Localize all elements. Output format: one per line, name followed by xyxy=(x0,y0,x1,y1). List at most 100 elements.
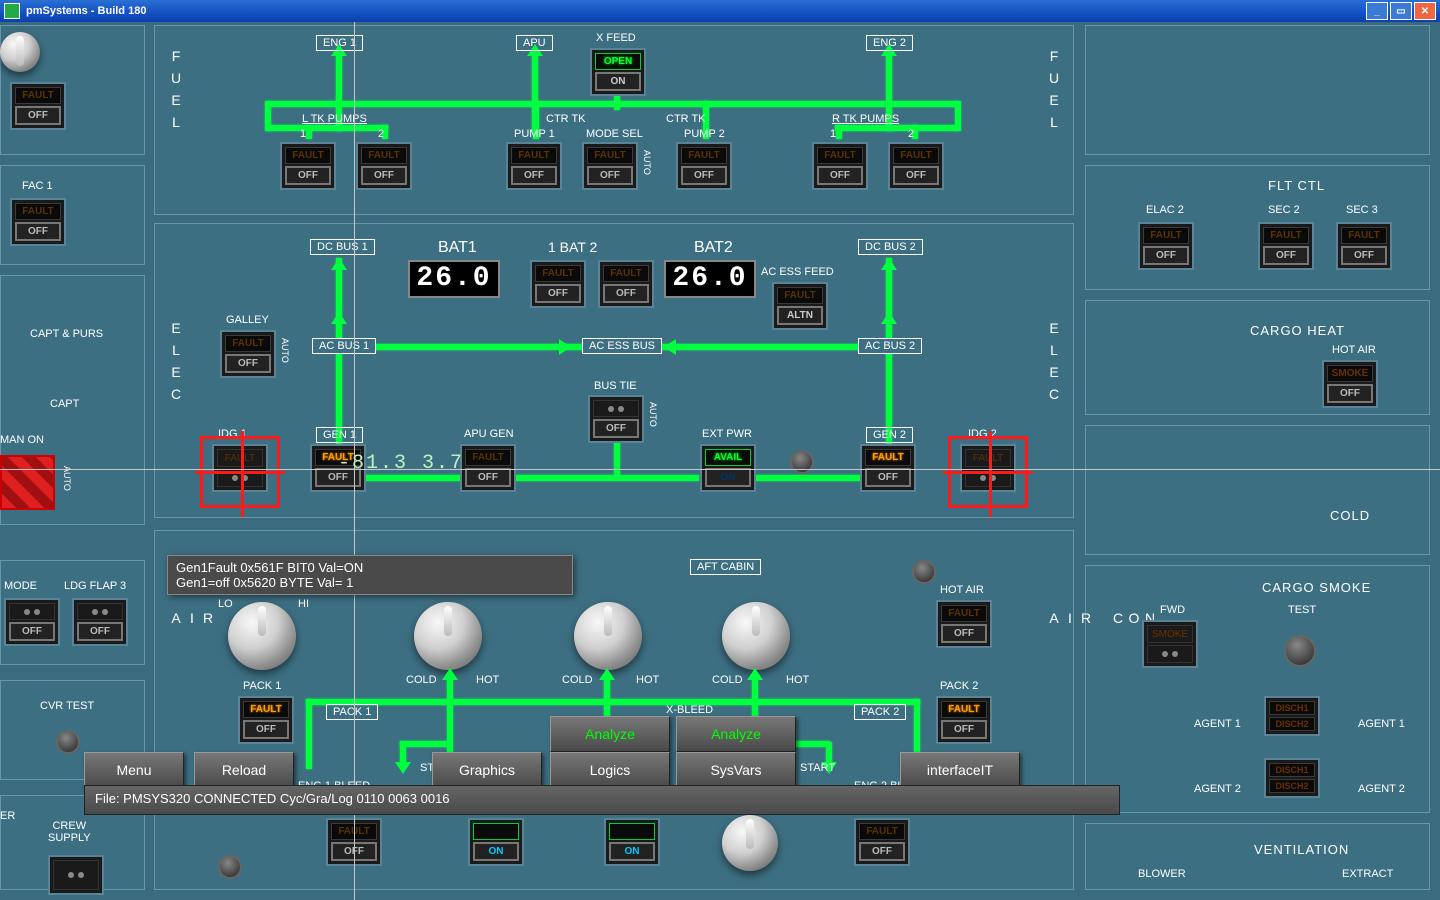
pump2-label: PUMP 2 xyxy=(684,128,725,140)
extpwr-label: EXT PWR xyxy=(702,428,752,440)
xfeed-label: X FEED xyxy=(596,32,636,44)
bustie-label: BUS TIE xyxy=(594,380,637,392)
tooltip-line1: Gen1Fault 0x561F BIT0 Val=ON xyxy=(176,560,564,575)
agent1-disch[interactable]: DISCH1DISCH2 xyxy=(1264,696,1320,736)
pack1-button[interactable]: FAULTOFF xyxy=(238,696,294,744)
rtk-2: 2 xyxy=(908,128,914,140)
graphics-button[interactable]: Graphics xyxy=(432,752,542,788)
bleed-mid1[interactable]: ON xyxy=(468,818,524,866)
hotair-button[interactable]: FAULTOFF xyxy=(936,600,992,648)
ltk-pump1-button[interactable]: FAULTOFF xyxy=(280,142,336,190)
ventilation-label: VENTILATION xyxy=(1254,842,1349,857)
fuel-bus-line xyxy=(268,101,958,107)
idg2-label: IDG 2 xyxy=(968,428,997,440)
modesel-button[interactable]: FAULTOFF xyxy=(582,142,638,190)
rtk-pump1-button[interactable]: FAULTOFF xyxy=(812,142,868,190)
maximize-button[interactable]: ▭ xyxy=(1390,2,1412,20)
mode-button[interactable]: OFF xyxy=(4,598,60,646)
ldgflap3-button[interactable]: OFF xyxy=(72,598,128,646)
bat2-button[interactable]: FAULTOFF xyxy=(598,260,654,308)
sysvars-button[interactable]: SysVars xyxy=(676,752,796,788)
acbus2-label: AC BUS 2 xyxy=(858,338,922,354)
galley-label: GALLEY xyxy=(226,314,269,326)
idg1-label: IDG 1 xyxy=(218,428,247,440)
idg1-button[interactable]: FAULT xyxy=(212,444,268,492)
galley-button[interactable]: FAULTOFF xyxy=(220,330,276,378)
cursor-coordinates: -81.3 3.7 xyxy=(338,452,464,475)
menu-button[interactable]: Menu xyxy=(84,752,184,788)
analyze1-button[interactable]: Analyze xyxy=(550,716,670,752)
bustie-button[interactable]: OFF xyxy=(588,395,644,443)
titlebar: pmSystems - Build 180 _ ▭ ✕ xyxy=(0,0,1440,22)
analyze2-button[interactable]: Analyze xyxy=(676,716,796,752)
cargoheat-hotair-button[interactable]: SMOKEOFF xyxy=(1322,360,1378,408)
rtk-pump2-button[interactable]: FAULTOFF xyxy=(888,142,944,190)
apu-label: APU xyxy=(516,35,553,51)
cargoheat-label: CARGO HEAT xyxy=(1250,323,1345,338)
ltk-1: 1 xyxy=(300,128,306,140)
ltk-2: 2 xyxy=(378,128,384,140)
elac2-label: ELAC 2 xyxy=(1146,204,1184,216)
acessfeed-button[interactable]: FAULTALTN xyxy=(772,282,828,330)
aftcabin-knob[interactable] xyxy=(722,602,790,670)
bat1-button[interactable]: FAULTOFF xyxy=(530,260,586,308)
sec3-button[interactable]: FAULTOFF xyxy=(1336,222,1392,270)
ctrk-l: CTR TK xyxy=(546,113,586,125)
elac2-button[interactable]: FAULTOFF xyxy=(1138,222,1194,270)
pack-flow-knob[interactable] xyxy=(228,602,296,670)
acbus1-label: AC BUS 1 xyxy=(312,338,376,354)
left-korry1[interactable]: FAULTOFF xyxy=(10,82,66,130)
fwdcabin-knob[interactable] xyxy=(574,602,642,670)
red-guard-block[interactable] xyxy=(0,455,55,510)
crewsupply-button[interactable] xyxy=(48,855,104,895)
bleed-mid2[interactable]: ON xyxy=(604,818,660,866)
eng2bleed-button[interactable]: FAULTOFF xyxy=(854,818,910,866)
apugen-button[interactable]: FAULTOFF xyxy=(460,444,516,492)
cockpit-knob[interactable] xyxy=(414,602,482,670)
acessfeed-label: AC ESS FEED xyxy=(761,266,834,278)
fac1-button[interactable]: FAULTOFF xyxy=(10,198,66,246)
elec-screw xyxy=(790,450,814,474)
fuel-v-xfeed xyxy=(614,96,620,110)
logics-button[interactable]: Logics xyxy=(550,752,670,788)
pack2-button[interactable]: FAULTOFF xyxy=(936,696,992,744)
sec2-label: SEC 2 xyxy=(1268,204,1300,216)
xbleed-label: X-BLEED xyxy=(666,704,713,716)
apugen-label: APU GEN xyxy=(464,428,514,440)
ltk-label: L TK PUMPS xyxy=(302,113,367,125)
cvr-screw[interactable] xyxy=(56,730,80,754)
close-button[interactable]: ✕ xyxy=(1414,2,1436,20)
gen2-button[interactable]: FAULTOFF xyxy=(860,444,916,492)
minimize-button[interactable]: _ xyxy=(1366,2,1388,20)
xbleed-knob[interactable] xyxy=(722,815,778,871)
eng2-label: ENG 2 xyxy=(866,35,913,51)
status-bar: File: PMSYS320 CONNECTED Cyc/Gra/Log 011… xyxy=(84,785,1120,815)
extpwr-button[interactable]: AVAILON xyxy=(700,444,756,492)
eng1bleed-button[interactable]: FAULTOFF xyxy=(326,818,382,866)
xfeed-on: ON xyxy=(595,72,641,91)
pack1-label: PACK 1 xyxy=(243,680,281,692)
ctr-pump1-button[interactable]: FAULTOFF xyxy=(506,142,562,190)
interfaceit-button[interactable]: interfaceIT xyxy=(900,752,1020,788)
gen2-label: GEN 2 xyxy=(866,427,913,443)
left-knob1[interactable] xyxy=(0,32,40,72)
ctr-pump2-button[interactable]: FAULTOFF xyxy=(676,142,732,190)
cargosmoke-label: CARGO SMOKE xyxy=(1262,580,1371,595)
pack2-label: PACK 2 xyxy=(940,680,978,692)
sec2-button[interactable]: FAULTOFF xyxy=(1258,222,1314,270)
idg2-button[interactable]: FAULT xyxy=(960,444,1016,492)
ltk-pump2-button[interactable]: FAULTOFF xyxy=(356,142,412,190)
manon-label: MAN ON xyxy=(0,434,44,446)
fltctl-label: FLT CTL xyxy=(1268,178,1325,193)
agent2-disch[interactable]: DISCH1DISCH2 xyxy=(1264,758,1320,798)
cargosmoke-test[interactable] xyxy=(1284,635,1316,667)
app-icon xyxy=(4,3,20,19)
rtk-1: 1 xyxy=(830,128,836,140)
captpurs-label: CAPT & PURS xyxy=(30,328,103,340)
cargosmoke-fwd-button[interactable]: SMOKE xyxy=(1142,620,1198,668)
reload-button[interactable]: Reload xyxy=(194,752,294,788)
hotair-label: HOT AIR xyxy=(940,584,984,596)
xfeed-button[interactable]: OPEN ON xyxy=(590,48,646,96)
acess-label: AC ESS BUS xyxy=(582,338,662,354)
ctrk-r: CTR TK xyxy=(666,113,706,125)
